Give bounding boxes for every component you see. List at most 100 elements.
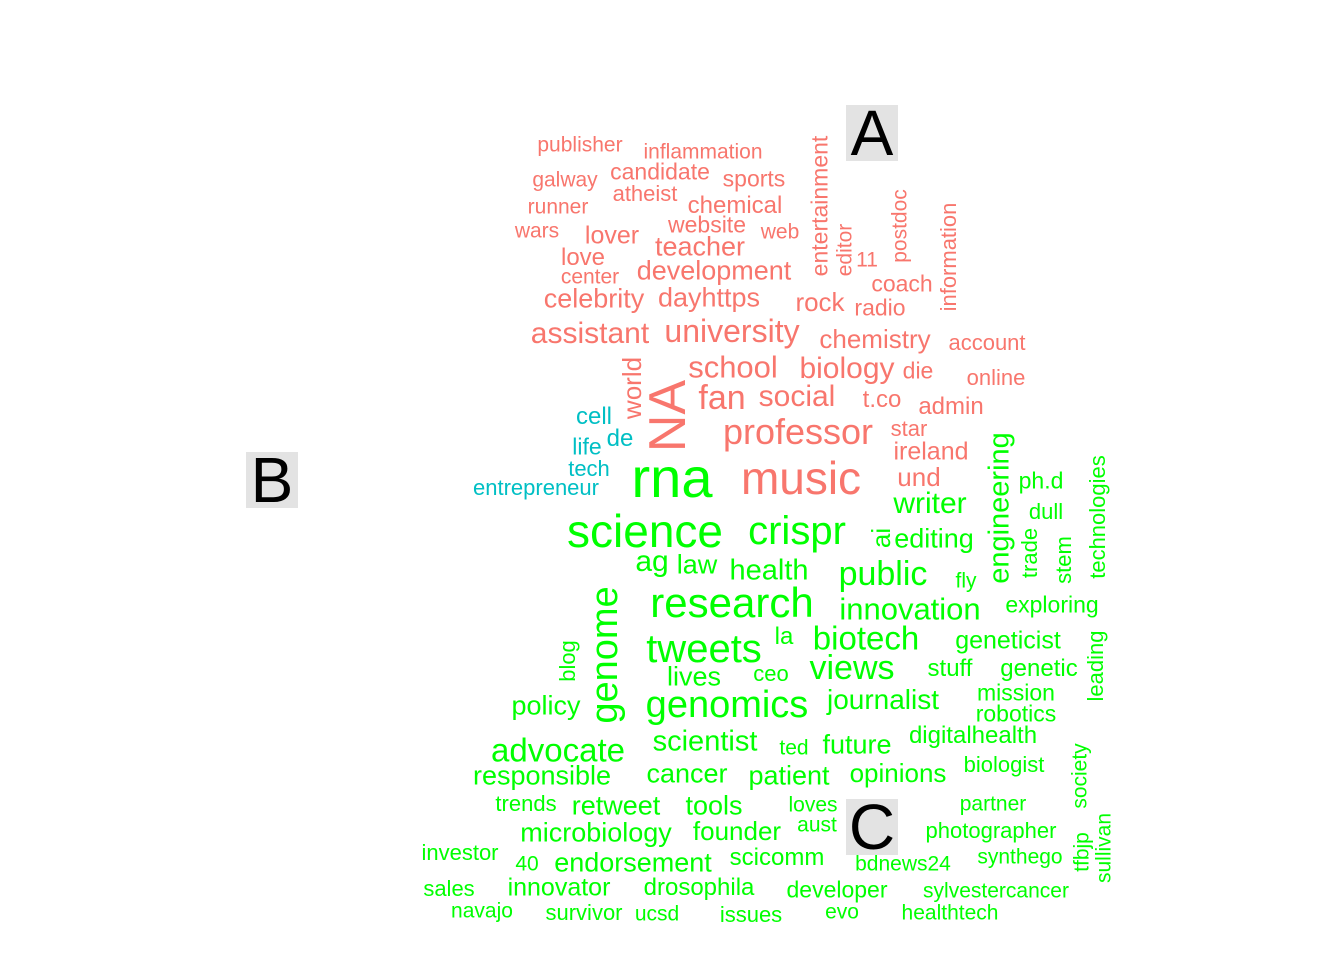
word-admin: admin: [918, 393, 984, 420]
word-loves: loves: [788, 793, 838, 817]
word-ted: ted: [779, 736, 809, 760]
word-11: 11: [856, 248, 878, 272]
word-tweets: tweets: [646, 627, 762, 671]
word-trade: trade: [1017, 527, 1042, 579]
word-digitalhealth: digitalhealth: [908, 722, 1038, 749]
word-innovation: innovation: [839, 591, 981, 627]
word-school: school: [688, 349, 778, 385]
word-sylvestercancer: sylvestercancer: [923, 879, 1069, 903]
word-center: center: [560, 265, 620, 289]
word-ucsd: ucsd: [634, 902, 680, 926]
word-und: und: [897, 462, 941, 492]
word-fly: fly: [955, 569, 977, 593]
word-genetic: genetic: [1000, 655, 1078, 682]
word-future: future: [822, 729, 892, 760]
word-trends: trends: [495, 791, 557, 816]
word-opinions: opinions: [849, 758, 947, 788]
word-aust: aust: [797, 813, 837, 837]
word-dull: dull: [1028, 499, 1064, 524]
word-postdoc: postdoc: [888, 189, 912, 263]
word-developer: developer: [786, 876, 888, 903]
word-ai: ai: [866, 527, 896, 549]
word-chemistry: chemistry: [819, 324, 931, 354]
word-lives: lives: [666, 661, 722, 692]
word-retweet: retweet: [571, 790, 661, 821]
word-survivor: survivor: [545, 900, 623, 925]
word-inflammation: inflammation: [643, 140, 763, 164]
word-ph-d: ph.d: [1018, 467, 1064, 494]
word-biologist: biologist: [963, 752, 1045, 777]
word-radio: radio: [854, 294, 906, 321]
word-editor: editor: [833, 223, 857, 277]
word-biology: biology: [799, 352, 895, 385]
word-blog: blog: [555, 640, 580, 682]
word-lover: lover: [584, 221, 640, 250]
word-music: music: [740, 452, 862, 504]
word-coach: coach: [871, 270, 933, 297]
word-scientist: scientist: [652, 725, 758, 758]
word-engineering: engineering: [983, 432, 1016, 584]
word-social: social: [758, 380, 836, 413]
word-ireland: ireland: [893, 437, 969, 466]
word-partner: partner: [959, 792, 1027, 816]
word-exploring: exploring: [1005, 591, 1099, 618]
word-dayhttps: dayhttps: [657, 282, 761, 313]
word-endorsement: endorsement: [554, 847, 712, 878]
word-star: star: [890, 416, 928, 441]
word-tech: tech: [568, 456, 610, 481]
word-society: society: [1068, 743, 1092, 809]
word-information: information: [936, 202, 961, 312]
group-label-b: B: [246, 448, 298, 512]
word-healthtech: healthtech: [901, 901, 999, 925]
word-40: 40: [515, 852, 539, 876]
word-editing: editing: [894, 523, 974, 554]
word-investor: investor: [421, 840, 499, 865]
word-policy: policy: [511, 690, 581, 721]
word-robotics: robotics: [975, 700, 1057, 727]
word-drosophila: drosophila: [643, 874, 755, 901]
word-website: website: [668, 211, 746, 238]
word-ag: ag: [635, 545, 669, 578]
group-label-c: C: [846, 795, 898, 859]
word-responsible: responsible: [472, 760, 612, 791]
word-life: life: [572, 433, 602, 460]
group-label-a: A: [846, 101, 898, 165]
word-microbiology: microbiology: [520, 817, 672, 848]
word-love: love: [560, 244, 606, 271]
word-de: de: [606, 425, 634, 452]
word-genome: genome: [584, 586, 626, 724]
word-sports: sports: [722, 165, 786, 192]
word-wars: wars: [514, 219, 560, 243]
word-scicomm: scicomm: [729, 844, 825, 871]
word-chemical: chemical: [687, 192, 783, 219]
word-rna: rna: [631, 446, 713, 509]
word-entrepreneur: entrepreneur: [473, 475, 599, 500]
word-professor: professor: [722, 411, 874, 452]
word-teacher: teacher: [654, 231, 746, 262]
word-assistant: assistant: [530, 317, 650, 350]
word-genomics: genomics: [645, 684, 809, 726]
word-law: law: [676, 549, 718, 580]
word-geneticist: geneticist: [955, 626, 1061, 655]
word-stem: stem: [1051, 536, 1076, 584]
word-research: research: [650, 579, 814, 626]
word-stuff: stuff: [927, 655, 973, 682]
word-advocate: advocate: [491, 731, 625, 769]
word-publisher: publisher: [537, 133, 623, 157]
word-public: public: [838, 555, 928, 593]
word-issues: issues: [719, 902, 783, 927]
word-celebrity: celebrity: [543, 283, 645, 314]
word-science: science: [567, 505, 723, 557]
word-evo: evo: [825, 900, 859, 924]
word-development: development: [636, 255, 792, 286]
word-galway: galway: [532, 168, 598, 192]
word-online: online: [966, 365, 1026, 390]
word-la: la: [774, 623, 794, 650]
word-t-co: t.co: [862, 386, 902, 413]
word-cancer: cancer: [646, 758, 728, 789]
word-journalist: journalist: [826, 684, 940, 715]
word-founder: founder: [692, 816, 782, 846]
word-world: world: [617, 356, 647, 420]
word-biotech: biotech: [812, 619, 920, 657]
word-rock: rock: [795, 287, 845, 317]
